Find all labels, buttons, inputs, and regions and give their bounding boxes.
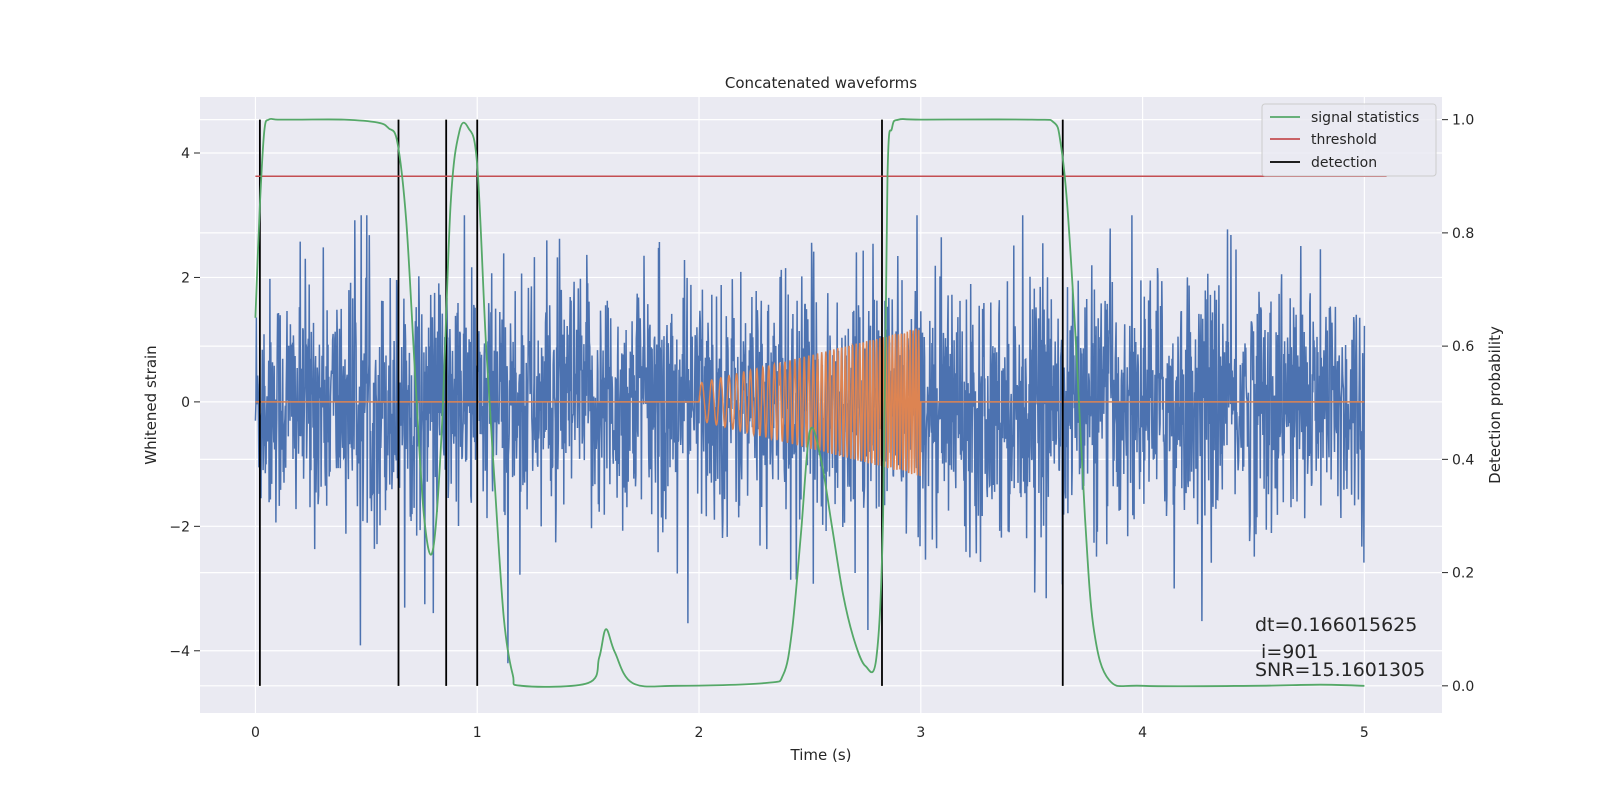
annotation-snr: SNR=15.1601305 [1255, 659, 1425, 681]
x-ticks: 0 1 2 3 4 5 [251, 725, 1369, 741]
legend-label-detection: detection [1311, 155, 1377, 171]
chart-title: Concatenated waveforms [725, 74, 917, 92]
right-y-tick-label: 0.0 [1452, 679, 1474, 695]
x-tick-label: 3 [916, 725, 925, 741]
x-tick-label: 2 [695, 725, 704, 741]
left-y-tick-label: 2 [181, 270, 190, 286]
right-y-tick-label: 0.8 [1452, 226, 1474, 242]
left-y-ticks: −4 −2 0 2 4 [169, 146, 200, 660]
legend-label-threshold: threshold [1311, 132, 1377, 148]
x-tick-label: 5 [1360, 725, 1369, 741]
left-y-tick-label: −2 [169, 519, 190, 535]
legend-box [1261, 103, 1437, 177]
right-y-tick-label: 1.0 [1452, 113, 1474, 129]
left-y-tick-label: 4 [181, 146, 190, 162]
annotation-index: i=901 [1255, 641, 1319, 663]
right-y-tick-label: 0.4 [1452, 452, 1474, 468]
detection-lines [258, 119, 1064, 686]
left-y-tick-label: −4 [169, 644, 190, 660]
x-tick-label: 1 [473, 725, 482, 741]
right-y-ticks: 0.0 0.2 0.4 0.6 0.8 1.0 [1442, 113, 1474, 695]
legend-label-signal-statistics: signal statistics [1311, 110, 1419, 126]
right-y-axis-label: Detection probability [1486, 326, 1504, 484]
x-tick-label: 4 [1138, 725, 1147, 741]
right-y-tick-label: 0.6 [1452, 339, 1474, 355]
right-y-tick-label: 0.2 [1452, 566, 1474, 582]
signal-statistics-line [254, 117, 1365, 688]
legend: signal statistics threshold detection [1261, 103, 1437, 177]
x-tick-label: 0 [251, 725, 260, 741]
x-axis-label: Time (s) [790, 746, 852, 764]
annotation-dt: dt=0.166015625 [1255, 614, 1417, 636]
left-y-axis-label: Whitened strain [142, 345, 160, 464]
left-y-tick-label: 0 [181, 395, 190, 411]
